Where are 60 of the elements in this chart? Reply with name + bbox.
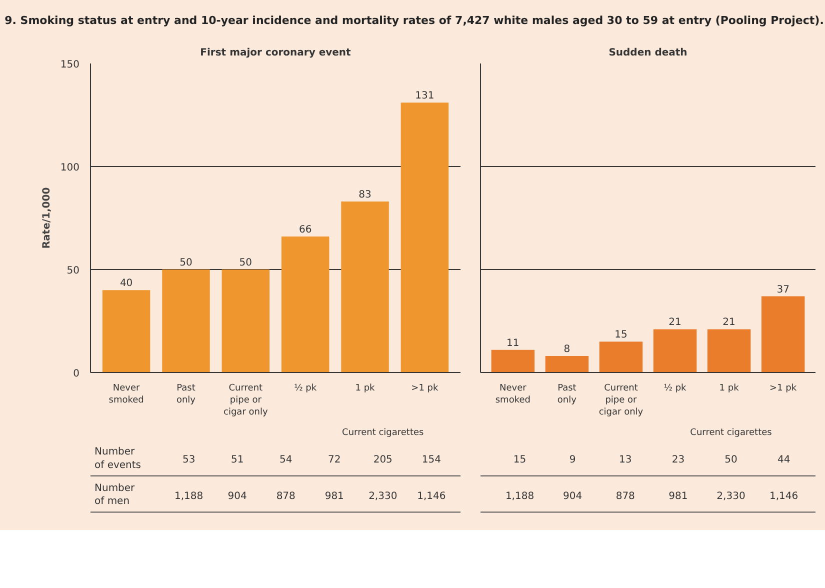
data-label: 50 [180,258,192,268]
chart-subtitle: First major coronary event [200,48,352,58]
text: 54 [279,454,292,466]
data-label: 37 [776,284,790,296]
text: 1,188 [505,490,534,502]
y-axis-title: Rate/1,000 [41,187,52,249]
data-label: 66 [298,224,312,236]
data-label: 15 [614,330,628,341]
text: 23 [672,454,685,466]
text: 1,146 [770,490,798,502]
data-label: 21 [722,317,736,328]
x-tick-label: Current pipe or cigar only [598,384,644,418]
data-label: 40 [120,278,133,290]
y-tick-label: 50 [66,266,80,276]
y-tick-label: 0 [73,368,80,380]
data-label: 11 [506,338,520,349]
y-tick-label: 150 [60,60,80,70]
chart-subtitle: Sudden death [608,48,688,58]
text: 1,188 [174,490,204,502]
x-tick-label: ½ pk [294,384,318,394]
text: 878 [616,490,635,502]
text: 44 [777,454,790,466]
text: Number of events [94,446,142,471]
x-tick-label: ½ pk [664,384,688,394]
x-tick-label: >1 pk [770,384,798,394]
text: 904 [228,490,247,502]
text: 13 [619,454,632,466]
x-tick-label: 1 pk [719,384,740,394]
text: 72 [328,454,341,466]
text: 154 [422,454,441,466]
text: 2,330 [368,490,398,502]
text: 2,330 [716,490,746,502]
data-label: 50 [239,258,252,268]
text: Current cigarettes [342,428,424,438]
text: 205 [373,454,392,466]
text: 878 [276,490,296,502]
text: 1,146 [417,490,446,502]
x-tick-label: Past only [557,384,578,406]
text: 904 [563,490,582,502]
text: Current cigarettes [690,428,772,438]
text: 15 [513,454,526,466]
y-tick-label: 100 [60,162,80,174]
chart-title: 9. Smoking status at entry and 10-year incidence and mortality rates of 7,427 white males aged 30 to 59 at entry (Pooling Project). [4,14,824,27]
x-tick-label: Never smoked [108,384,144,406]
x-tick-label: >1 pk [411,384,440,394]
text: 981 [668,490,688,502]
data-label: 131 [415,90,434,102]
text: Number of men [94,482,136,508]
text: 51 [230,454,244,466]
text: 50 [724,454,738,466]
text: 53 [182,454,196,466]
x-tick-label: Never smoked [495,384,530,406]
data-label: 8 [564,344,570,356]
text: 9 [569,454,576,466]
x-tick-label: Past only [176,384,196,406]
data-label: 21 [668,317,682,328]
x-tick-label: Current pipe or cigar only [224,384,268,418]
data-label: 83 [358,190,372,201]
x-tick-label: 1 pk [355,384,376,394]
text: 981 [324,490,344,502]
